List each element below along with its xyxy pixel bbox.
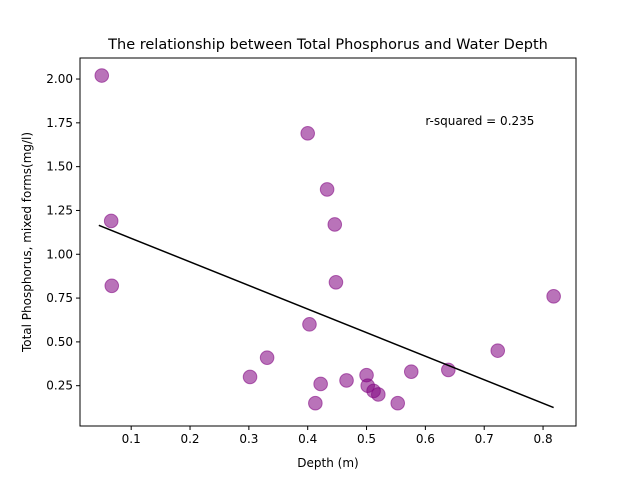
y-tick-label: 1.25 bbox=[46, 203, 73, 217]
scatter-point bbox=[546, 289, 561, 304]
plot-area: 0.1 0.2 0.3 0.4 0.5 0.6 0.7 0.8 0.25 0.50 0.75 1.00… bbox=[46, 57, 577, 446]
scatter-point bbox=[94, 68, 110, 83]
scatter-point bbox=[319, 182, 335, 197]
scatter-point bbox=[327, 217, 343, 232]
y-tick-label: 1.00 bbox=[46, 247, 73, 261]
regression-line bbox=[98, 224, 554, 409]
scatter-point bbox=[403, 364, 419, 379]
scatter-point bbox=[242, 369, 258, 385]
scatter-point bbox=[490, 343, 506, 358]
chart-title: The relationship between Total Phosphoru… bbox=[107, 37, 548, 53]
scatter-point bbox=[302, 317, 317, 332]
scatter-point bbox=[371, 387, 386, 402]
x-tick-label: 0.8 bbox=[534, 432, 553, 446]
scatter-point bbox=[328, 275, 344, 290]
x-tick-label: 0.1 bbox=[122, 432, 141, 446]
y-tick-label: 0.50 bbox=[46, 335, 73, 349]
x-axis-label: Depth (m) bbox=[297, 456, 358, 470]
y-tick-label: 0.75 bbox=[46, 291, 73, 305]
y-tick-label: 0.25 bbox=[46, 379, 73, 393]
scatter-point bbox=[104, 278, 120, 294]
scatter-point bbox=[339, 373, 354, 388]
scatter-point bbox=[313, 376, 328, 392]
scatter-point bbox=[259, 350, 275, 365]
x-tick-label: 0.6 bbox=[416, 432, 435, 446]
r-squared-annotation: r-squared = 0.235 bbox=[425, 114, 534, 128]
x-tick-label: 0.4 bbox=[298, 432, 317, 446]
y-tick-label: 1.75 bbox=[46, 116, 73, 130]
x-tick-label: 0.3 bbox=[239, 432, 258, 446]
scatter-point bbox=[308, 395, 323, 411]
x-tick-label: 0.2 bbox=[180, 432, 199, 446]
x-tick-label: 0.7 bbox=[475, 432, 494, 446]
axes-frame bbox=[79, 57, 577, 427]
y-axis-label: Total Phosphorus, mixed forms(mg/l) bbox=[20, 132, 34, 353]
scatter-point bbox=[103, 213, 119, 229]
scatter-point bbox=[300, 126, 316, 141]
y-tick-label: 2.00 bbox=[46, 72, 73, 86]
scatter-point bbox=[390, 395, 406, 411]
y-tick-label: 1.50 bbox=[46, 160, 73, 174]
x-tick-label: 0.5 bbox=[357, 432, 376, 446]
